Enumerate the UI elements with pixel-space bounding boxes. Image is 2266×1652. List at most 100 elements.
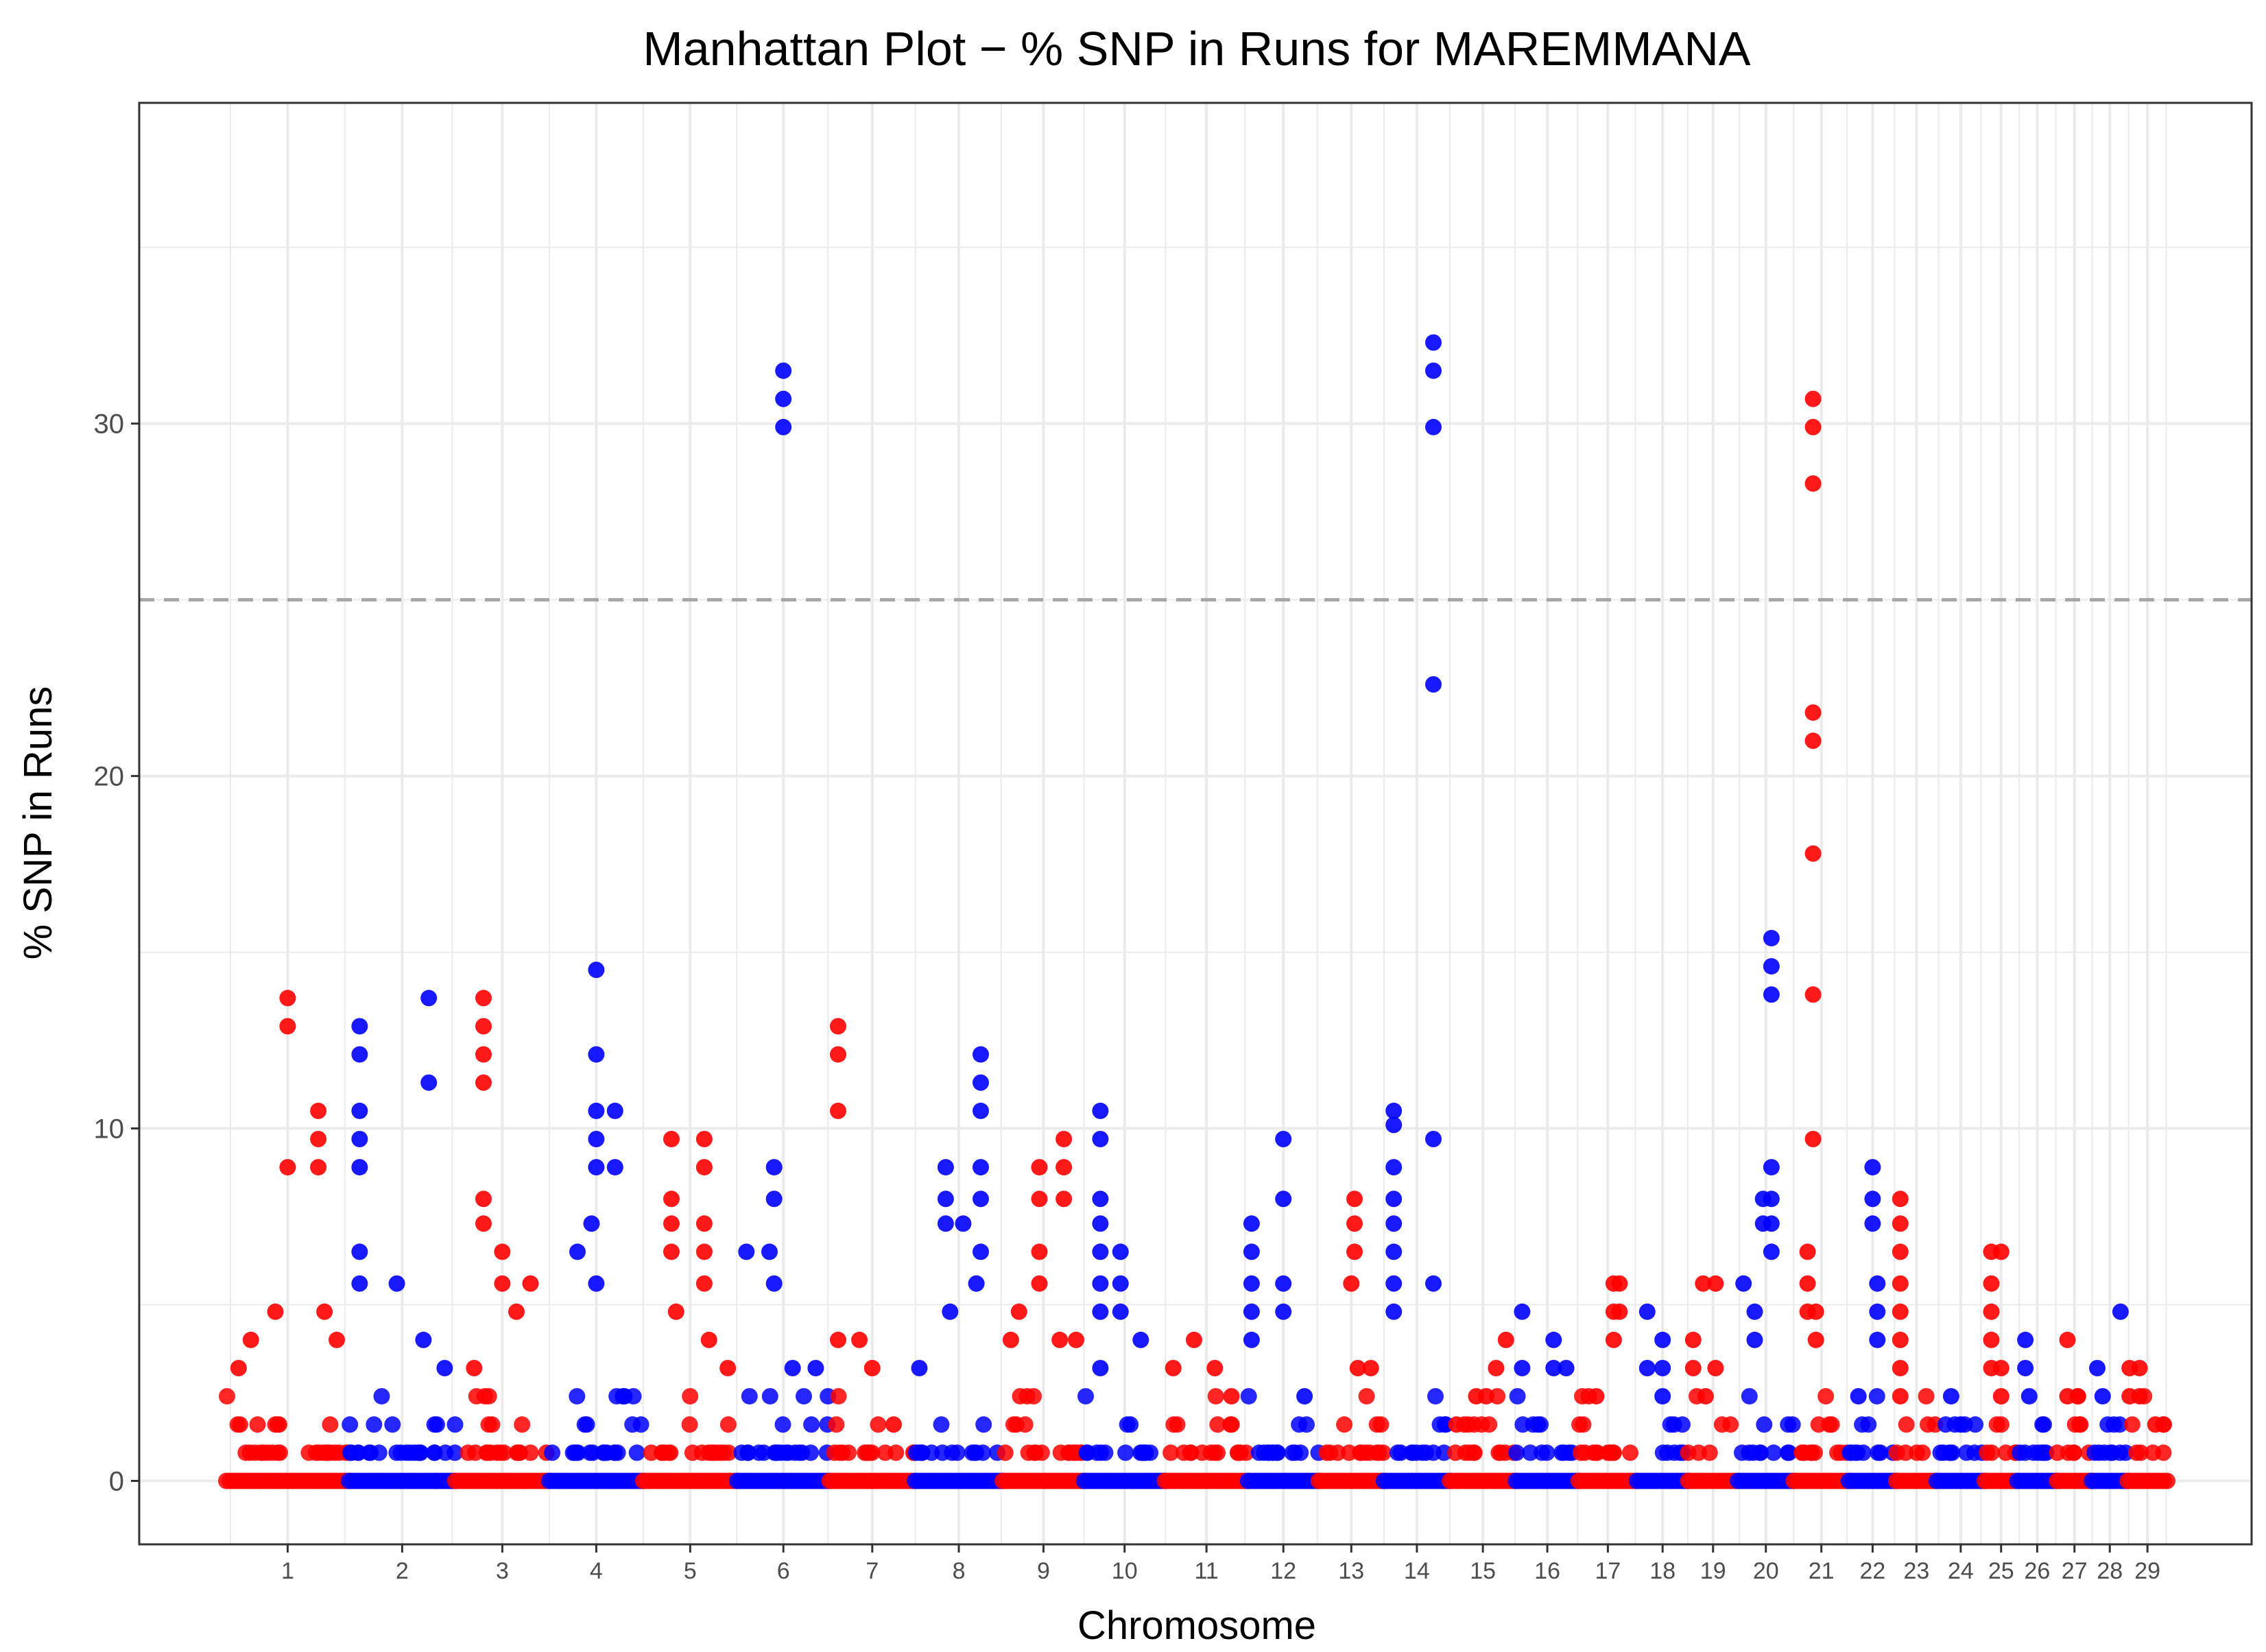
snp-point — [774, 1416, 791, 1433]
snp-peak-point — [475, 990, 492, 1007]
snp-point — [2159, 1472, 2175, 1489]
snp-point — [384, 1416, 401, 1433]
snp-peak-point — [1654, 1331, 1671, 1348]
snp-point — [755, 1444, 772, 1461]
snp-peak-point — [765, 1190, 783, 1208]
snp-peak-point — [1654, 1388, 1671, 1405]
snp-peak-point — [1275, 1303, 1292, 1320]
snp-point — [2145, 1444, 2162, 1461]
snp-point — [1256, 1444, 1272, 1461]
snp-point — [492, 1444, 509, 1461]
snp-peak-point — [1056, 1131, 1073, 1147]
snp-point — [1514, 1416, 1531, 1433]
snp-peak-point — [2131, 1388, 2148, 1405]
snp-point — [1997, 1444, 2014, 1461]
snp-point — [1427, 1388, 1444, 1405]
snp-point — [1522, 1444, 1539, 1461]
snp-point — [733, 1444, 750, 1461]
panel-border — [138, 101, 2253, 1546]
snp-point — [1817, 1388, 1835, 1405]
snp-peak-point — [316, 1303, 333, 1320]
x-tick-label: 22 — [1859, 1558, 1885, 1584]
snp-peak-point — [1010, 1303, 1027, 1320]
snp-point — [2111, 1416, 2128, 1433]
snp-point — [1680, 1444, 1697, 1461]
x-tick-label: 7 — [866, 1558, 879, 1584]
snp-peak-point — [2017, 1331, 2034, 1348]
snp-peak-point — [1869, 1275, 1886, 1292]
snp-peak-point — [1869, 1303, 1886, 1320]
snp-point — [1601, 1444, 1619, 1461]
snp-point — [1473, 1416, 1490, 1433]
snp-peak-point — [1092, 1360, 1109, 1376]
x-tick-label: 10 — [1112, 1558, 1138, 1584]
snp-peak-point — [1992, 1388, 2009, 1405]
snp-peak-point — [351, 1018, 368, 1035]
snp-peak-point — [310, 1131, 327, 1147]
snp-point — [1992, 1416, 2009, 1433]
snp-point — [1162, 1444, 1180, 1461]
snp-peak-point — [830, 1102, 846, 1119]
x-tick-label: 9 — [1037, 1558, 1050, 1584]
snp-point — [923, 1444, 940, 1461]
snp-peak-point — [1763, 1215, 1780, 1232]
snp-point — [272, 1444, 288, 1461]
snp-point — [1854, 1416, 1871, 1433]
x-tick-label: 25 — [1988, 1558, 2014, 1584]
snp-peak-point — [1892, 1275, 1909, 1292]
snp-point — [229, 1416, 246, 1433]
snp-peak-point — [1684, 1360, 1702, 1376]
snp-point — [2123, 1416, 2140, 1433]
snp-point — [944, 1444, 961, 1461]
chromosome-1-points — [218, 990, 357, 1489]
snp-peak-point — [663, 1243, 680, 1260]
snp-point — [1026, 1444, 1043, 1461]
snp-peak-point — [310, 1159, 327, 1176]
snp-peak-point — [1558, 1360, 1575, 1376]
snp-point — [599, 1444, 616, 1461]
x-tick-label: 21 — [1809, 1558, 1835, 1584]
snp-peak-point — [968, 1275, 985, 1292]
x-tick-label: 27 — [2062, 1558, 2088, 1584]
snp-peak-point — [1952, 1416, 1969, 1433]
snp-point — [479, 1444, 497, 1461]
snp-point — [656, 1444, 673, 1461]
snp-peak-point — [588, 961, 605, 979]
snp-peak-point — [1983, 1303, 2000, 1320]
snp-peak-point — [351, 1131, 368, 1147]
snp-peak-point — [1056, 1190, 1073, 1208]
x-tick-label: 28 — [2097, 1558, 2123, 1584]
snp-point — [1779, 1444, 1796, 1461]
snp-peak-point — [436, 1360, 453, 1376]
x-tick-label: 4 — [590, 1558, 603, 1584]
snp-point — [1447, 1444, 1464, 1461]
snp-peak-point — [1092, 1215, 1109, 1232]
snp-peak-point — [1763, 1159, 1780, 1176]
snp-peak-point — [1275, 1190, 1292, 1208]
snp-peak-point — [494, 1275, 511, 1292]
snp-point — [566, 1444, 584, 1461]
snp-point — [1823, 1416, 1840, 1433]
snp-point — [401, 1444, 418, 1461]
snp-peak-point — [1385, 1243, 1403, 1260]
snp-peak-point — [1545, 1360, 1562, 1376]
y-axis-ticks: 0 10 20 30 — [94, 409, 139, 1496]
snp-peak-point — [1992, 1243, 2009, 1260]
chromosome-17-points — [1570, 1275, 1645, 1489]
snp-peak-point — [279, 990, 296, 1007]
snp-peak-point — [1488, 1360, 1505, 1376]
x-tick-label: 2 — [396, 1558, 409, 1584]
snp-peak-point — [466, 1360, 483, 1376]
snp-peak-point — [1425, 1275, 1442, 1292]
snp-peak-point — [1243, 1331, 1260, 1348]
snp-peak-point — [1942, 1388, 1959, 1405]
snp-peak-point — [761, 1243, 778, 1260]
snp-peak-point — [1346, 1243, 1363, 1260]
snp-point — [2099, 1416, 2116, 1433]
snp-peak-point — [588, 1046, 605, 1063]
snp-peak-point — [522, 1275, 539, 1292]
snp-peak-point — [475, 1046, 492, 1063]
snp-point — [1944, 1444, 1961, 1461]
chromosome-5-points — [634, 1131, 746, 1489]
snp-point — [1662, 1416, 1679, 1433]
